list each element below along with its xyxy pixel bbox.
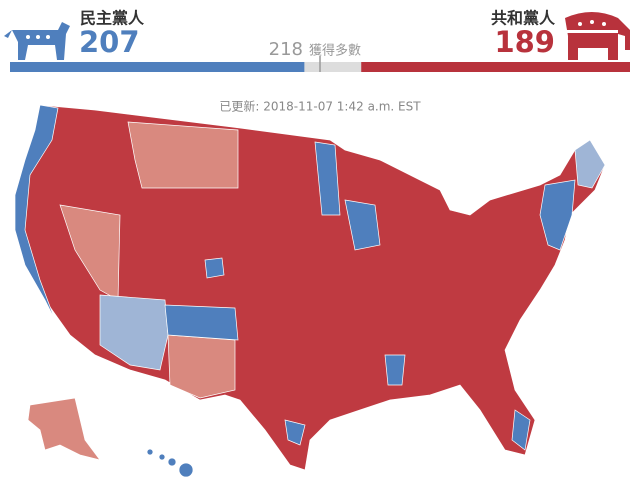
district-dem [344, 199, 381, 251]
rep-bar [361, 62, 630, 72]
dem-seats: 207 [79, 25, 140, 59]
republican-icon [565, 12, 630, 60]
dem-bar [10, 62, 305, 72]
hawaii [146, 448, 194, 478]
district-lean-rep [59, 204, 121, 301]
district-dem [511, 409, 531, 451]
district-lean-dem [99, 294, 169, 371]
updated-time: 已更新: 2018-11-07 1:42 a.m. EST [219, 99, 421, 114]
rep-seats: 189 [494, 25, 555, 59]
district-dem [204, 257, 225, 279]
district-dem [164, 304, 239, 341]
democrat-icon [4, 22, 70, 60]
district-dem [539, 179, 576, 251]
dem-party: 民主黨人 [80, 9, 145, 28]
rep-party: 共和黨人 [491, 9, 556, 28]
us-map [14, 104, 606, 478]
district-dem [384, 354, 406, 386]
majority-label: 獲得多數 [309, 43, 361, 59]
district-lean-rep [167, 334, 236, 399]
district-dem [314, 141, 341, 216]
mainland [14, 104, 606, 471]
district-dem [284, 419, 306, 446]
district-dem [14, 104, 59, 321]
seat-bar [10, 56, 630, 72]
majority-seats: 218 [269, 39, 303, 60]
district-lean-dem [574, 139, 606, 189]
district-lean-rep [127, 121, 239, 189]
alaska [27, 397, 101, 461]
